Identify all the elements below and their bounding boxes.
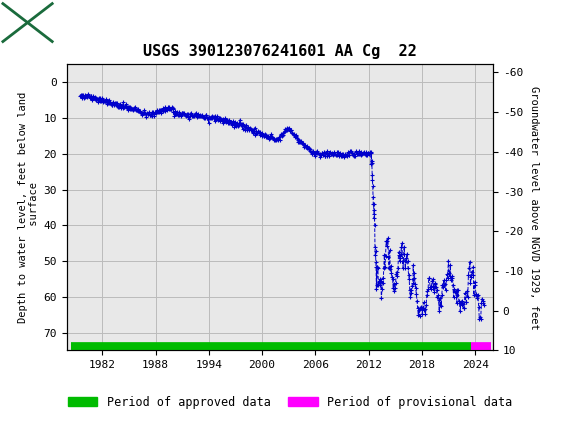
Title: USGS 390123076241601 AA Cg  22: USGS 390123076241601 AA Cg 22 [143,44,416,59]
Y-axis label: Groundwater level above NGVD 1929, feet: Groundwater level above NGVD 1929, feet [528,86,538,329]
Legend: Period of approved data, Period of provisional data: Period of approved data, Period of provi… [63,391,517,413]
Text: USGS: USGS [58,13,118,32]
Y-axis label: Depth to water level, feet below land
 surface: Depth to water level, feet below land su… [18,92,39,323]
Bar [3,3,52,42]
